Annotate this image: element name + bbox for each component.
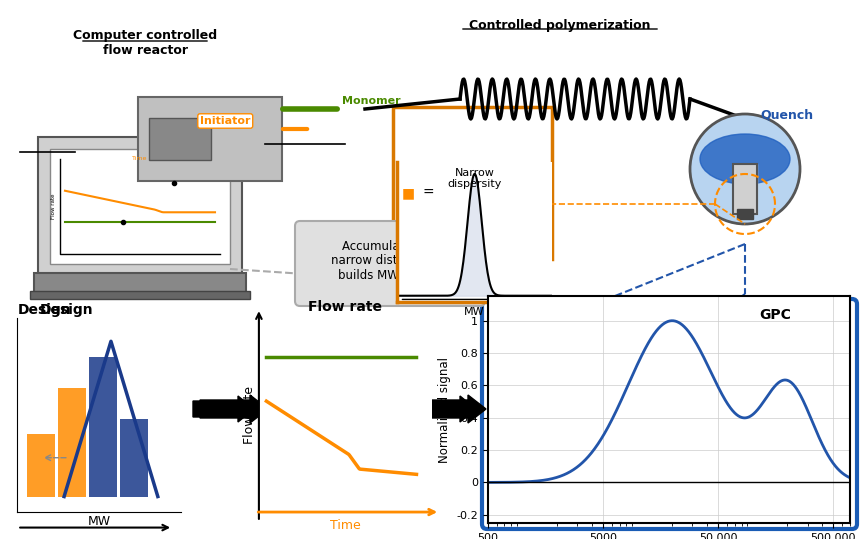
Text: =: = — [423, 186, 434, 200]
Bar — [737, 209, 753, 219]
Text: ■: ■ — [402, 186, 415, 200]
Text: Time: Time — [132, 156, 148, 161]
FancyArrow shape — [418, 395, 486, 423]
Text: GPC: GPC — [759, 308, 791, 322]
Text: Experimental result: Experimental result — [593, 307, 747, 321]
Bar — [27, 434, 54, 496]
X-axis label: MW: MW — [88, 515, 110, 528]
Text: Controlled polymerization: Controlled polymerization — [469, 19, 651, 32]
FancyArrow shape — [193, 396, 254, 422]
FancyBboxPatch shape — [482, 299, 857, 529]
Circle shape — [690, 114, 800, 224]
FancyBboxPatch shape — [34, 273, 246, 295]
Title: Flow rate: Flow rate — [308, 300, 382, 314]
Text: Computer controlled
flow reactor: Computer controlled flow reactor — [73, 29, 217, 57]
FancyBboxPatch shape — [138, 97, 282, 181]
FancyArrow shape — [200, 395, 268, 423]
Text: Design: Design — [17, 303, 71, 317]
FancyArrow shape — [415, 396, 476, 422]
Text: Initiator: Initiator — [200, 116, 250, 126]
Text: Quench: Quench — [760, 109, 813, 122]
Text: Monomer: Monomer — [342, 96, 400, 106]
Ellipse shape — [700, 134, 790, 184]
FancyBboxPatch shape — [38, 137, 242, 276]
Bar — [733, 164, 757, 214]
Bar — [30, 291, 250, 299]
Bar — [58, 388, 86, 496]
Bar — [733, 164, 757, 214]
Text: Accumulation of
narrow distributions
builds MW design: Accumulation of narrow distributions bui… — [331, 239, 450, 282]
Text: Narrow
dispersity: Narrow dispersity — [447, 168, 502, 189]
FancyBboxPatch shape — [149, 118, 211, 160]
FancyBboxPatch shape — [295, 221, 485, 306]
Y-axis label: Normalized signal: Normalized signal — [438, 357, 450, 462]
FancyBboxPatch shape — [393, 107, 552, 259]
FancyBboxPatch shape — [50, 149, 230, 264]
Bar — [120, 419, 148, 496]
Text: Flow rate: Flow rate — [51, 194, 55, 219]
X-axis label: Time: Time — [330, 519, 361, 532]
X-axis label: MW: MW — [464, 307, 485, 317]
Y-axis label: Flow rate: Flow rate — [243, 386, 256, 444]
Bar — [89, 357, 117, 496]
Title: Design: Design — [40, 303, 93, 317]
